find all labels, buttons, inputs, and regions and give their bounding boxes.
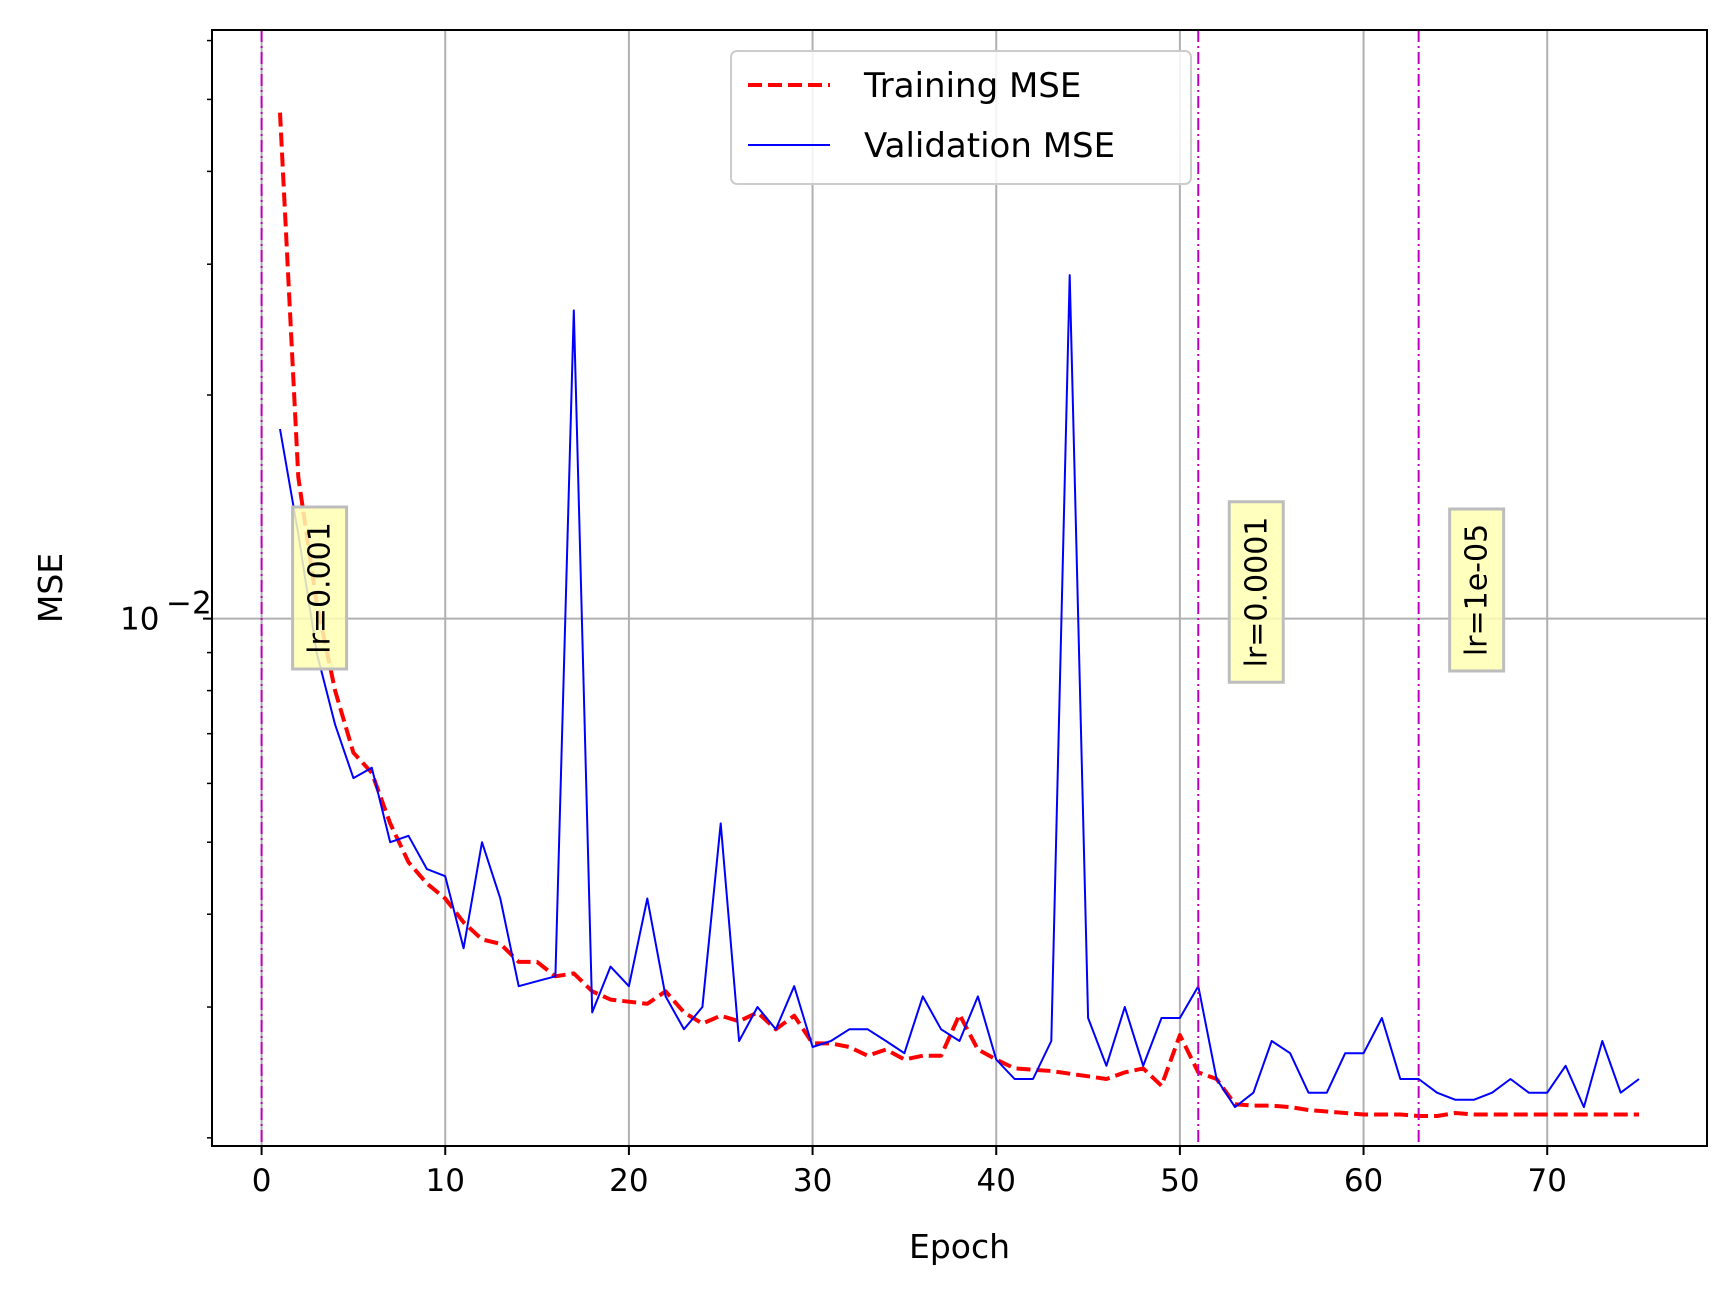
lr-annotation-label: lr=0.0001 xyxy=(1239,517,1274,668)
y-axis-label: MSE xyxy=(31,553,70,623)
lr-annotation-label: lr=0.001 xyxy=(303,522,338,654)
x-tick-label: 60 xyxy=(1344,1163,1383,1199)
x-tick-label: 30 xyxy=(793,1163,832,1199)
lr-annotation-label: lr=1e-05 xyxy=(1460,524,1495,656)
x-tick-label: 20 xyxy=(609,1163,648,1199)
x-tick-label: 0 xyxy=(252,1163,272,1199)
legend: Training MSE Validation MSE xyxy=(731,51,1191,184)
y-tick-label: 10 xyxy=(120,602,159,638)
legend-label: Validation MSE xyxy=(864,126,1115,166)
y-tick-exponent: −2 xyxy=(166,586,212,622)
x-tick-label: 10 xyxy=(426,1163,465,1199)
x-axis-label: Epoch xyxy=(909,1227,1010,1266)
legend-label: Training MSE xyxy=(863,66,1081,106)
x-tick-label: 70 xyxy=(1527,1163,1566,1199)
x-tick-label: 40 xyxy=(977,1163,1016,1199)
x-tick-label: 50 xyxy=(1160,1163,1199,1199)
